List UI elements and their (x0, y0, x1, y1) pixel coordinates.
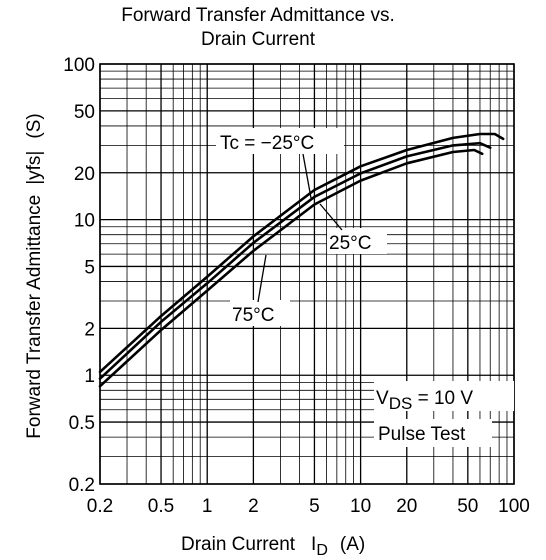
y-tick-label: 0.5 (69, 413, 95, 434)
y-tick-label: 5 (84, 258, 95, 279)
y-tick-label: 20 (74, 164, 95, 185)
y-tick-label: 2 (84, 319, 95, 340)
vds-subscript: DS (389, 394, 413, 413)
x-tick-label: 5 (309, 496, 320, 517)
y-tick-label: 50 (74, 102, 95, 123)
pulse-test-label: Pulse Test (378, 424, 466, 445)
x-tick-label: 1 (202, 496, 213, 517)
label-75-box (230, 300, 290, 326)
y-axis-unit: (S) (24, 113, 45, 138)
y-tick-label: 0.2 (69, 475, 95, 496)
x-tick-label: 10 (350, 496, 371, 517)
pulse-test-box (374, 419, 492, 447)
vds-main: V (376, 388, 389, 409)
x-tick-label: 50 (457, 496, 478, 517)
x-axis-unit: (A) (340, 534, 365, 555)
vds-box (374, 381, 514, 411)
series-line-3 (98, 148, 484, 388)
series-line-1 (98, 132, 505, 374)
x-tick-labels: 0.2 0.5 1 2 5 10 20 50 100 (87, 496, 530, 517)
grid-minor (100, 64, 514, 484)
y-axis-label: Forward Transfer Admittance |yfs| (S) (24, 113, 45, 438)
chart-title-line-1: Forward Transfer Admittance vs. (121, 5, 395, 26)
series-line-2 (98, 141, 492, 380)
x-tick-label: 20 (396, 496, 417, 517)
label-25: 25°C (329, 233, 371, 254)
label-25-box (327, 228, 387, 254)
x-axis-symbol: I (311, 534, 316, 555)
chart-title-line-2: Drain Current (201, 29, 316, 50)
plot-frame (99, 63, 515, 485)
tc-label-box (216, 128, 344, 154)
y-tick-label: 1 (84, 366, 95, 387)
y-axis-symbol: |yfs| (24, 151, 45, 185)
x-tick-label: 100 (498, 496, 530, 517)
y-axis-label-main: Forward Transfer Admittance (24, 195, 45, 439)
vds-value: = 10 V (412, 388, 473, 409)
leader-tc (302, 153, 312, 199)
series-layer (98, 132, 505, 388)
leader-75 (257, 254, 267, 303)
y-tick-labels: 0.2 0.5 1 2 5 10 20 50 100 (63, 55, 95, 496)
y-tick-label: 100 (63, 55, 95, 76)
leader-25 (319, 203, 343, 231)
vds-label: VDS = 10 V (376, 388, 473, 413)
x-tick-label: 0.5 (148, 496, 174, 517)
x-tick-label: 2 (248, 496, 259, 517)
y-tick-label: 10 (74, 211, 95, 232)
x-axis-label-main: Drain Current (181, 534, 296, 555)
x-axis-subscript: D (316, 542, 328, 559)
x-axis-label: Drain Current ID (A) (181, 534, 365, 559)
label-75: 75°C (232, 305, 274, 326)
x-tick-label: 0.2 (87, 496, 113, 517)
tc-label: Tc = −25°C (220, 133, 314, 154)
